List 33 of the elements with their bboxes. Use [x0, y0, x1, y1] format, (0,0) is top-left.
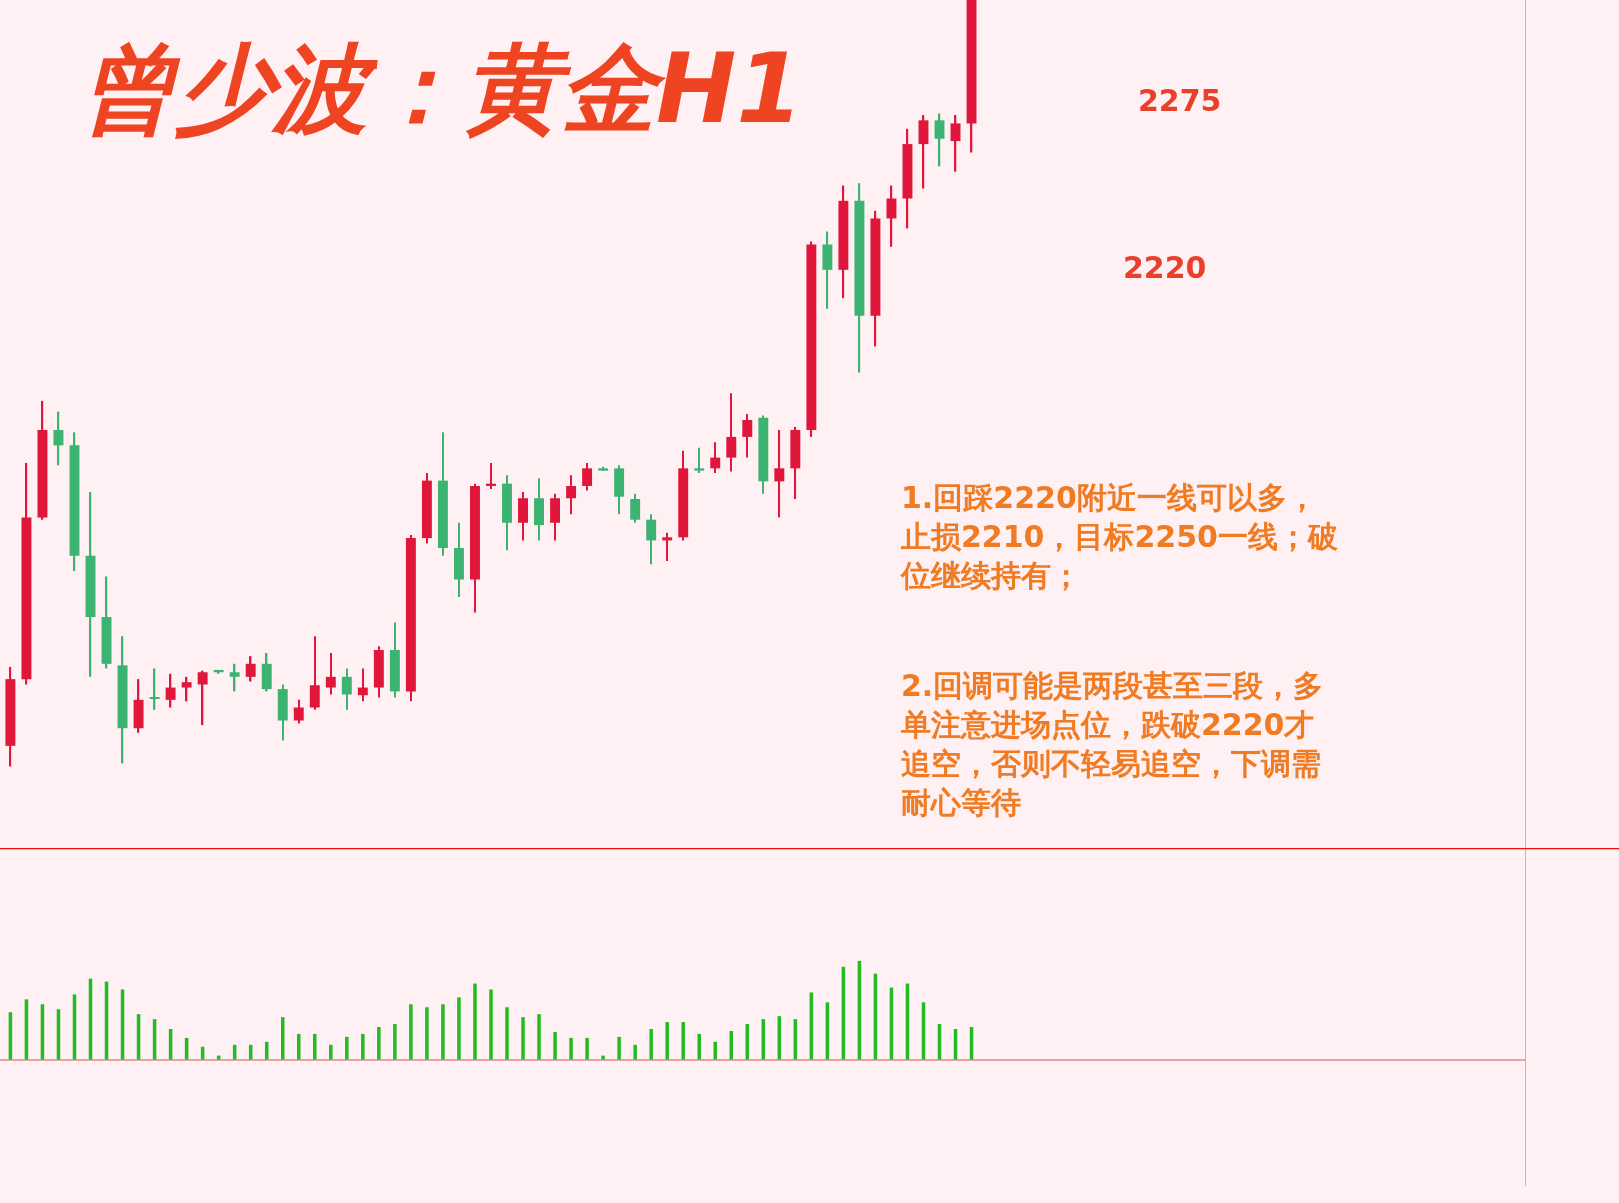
bar [537, 1014, 541, 1060]
bar [617, 1036, 621, 1060]
bar [377, 1027, 381, 1060]
bar [553, 1031, 557, 1060]
bar [425, 1007, 429, 1060]
bar [361, 1033, 365, 1060]
bar [697, 1033, 701, 1060]
bar [393, 1024, 397, 1060]
bar [296, 1033, 301, 1060]
bar [601, 1055, 605, 1060]
bar [633, 1044, 637, 1060]
bar [489, 989, 493, 1060]
bar [665, 1022, 669, 1060]
bar [521, 1017, 525, 1060]
bar [313, 1033, 317, 1060]
chart-title: 曾少波：黄金H1 [80, 33, 804, 146]
bar [713, 1041, 718, 1060]
bar [585, 1037, 589, 1060]
annotation: 1.回踩2220附近一线可以多，止损2210，目标2250一线；破位继续持有； [900, 480, 1338, 593]
bar [280, 1017, 285, 1060]
bar [441, 1004, 445, 1060]
bar [649, 1028, 653, 1060]
bar [569, 1037, 573, 1060]
text: 2220 [1123, 250, 1207, 285]
bar [473, 983, 477, 1060]
text: 2275 [1138, 83, 1222, 118]
bar [409, 1004, 413, 1060]
bar [329, 1044, 333, 1060]
bar [457, 997, 461, 1060]
bar [681, 1022, 685, 1060]
bar [505, 1007, 509, 1060]
bar [345, 1036, 349, 1060]
annotation: 2.回调可能是两段甚至三段，多单注意进场点位，跌破2220才追空，否则不轻易追空，下调需耐心等待 [900, 668, 1324, 820]
